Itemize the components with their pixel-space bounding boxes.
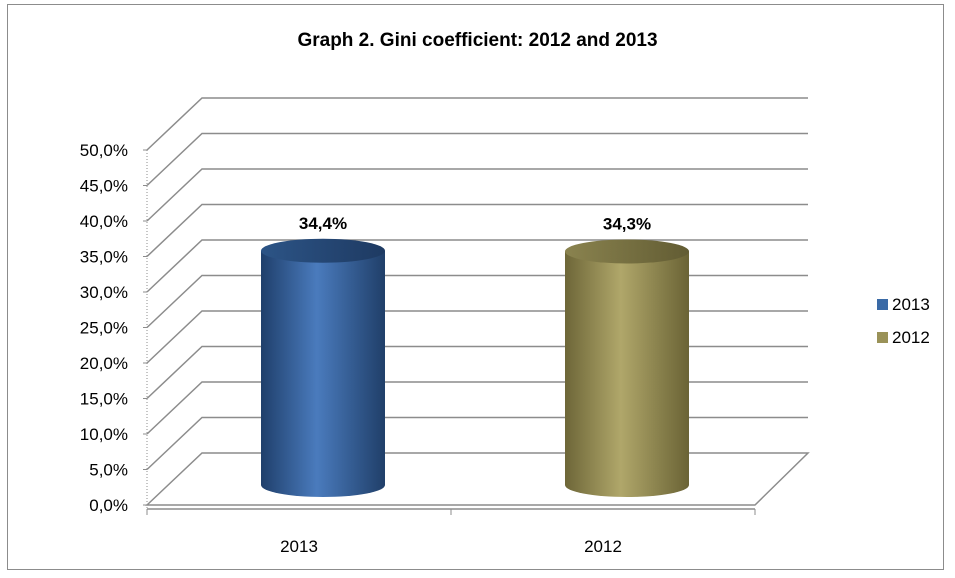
gridline	[146, 345, 808, 400]
bar-2012	[565, 239, 689, 497]
y-tick-label: 45,0%	[80, 177, 128, 196]
y-tick-label: 20,0%	[80, 354, 128, 373]
y-tick-label: 35,0%	[80, 248, 128, 267]
floor	[145, 452, 810, 506]
bar-top	[565, 239, 689, 264]
gridline	[146, 381, 808, 435]
y-tick-label: 50,0%	[80, 141, 128, 160]
gridline	[146, 239, 808, 293]
legend-swatch	[877, 299, 888, 310]
axes	[143, 149, 810, 515]
gridline	[146, 168, 808, 222]
x-tick-label: 2013	[280, 537, 318, 556]
y-tick-label: 5,0%	[89, 461, 128, 480]
bar-2013	[261, 238, 385, 497]
data-label-2012: 34,3%	[603, 214, 651, 233]
legend: 2013 2012	[877, 295, 930, 347]
gridline	[146, 132, 808, 187]
y-axis-ticks: 0,0% 5,0% 10,0% 15,0% 20,0% 25,0% 30,0% 35,0% 40…	[80, 141, 128, 515]
y-tick-label: 40,0%	[80, 212, 128, 231]
bar-body	[261, 250, 385, 497]
legend-item-2012: 2012	[877, 328, 930, 347]
y-tick-label: 0,0%	[89, 496, 128, 515]
legend-item-2013: 2013	[877, 295, 930, 314]
y-tick-label: 25,0%	[80, 319, 128, 338]
gridline	[146, 97, 808, 151]
bars	[261, 238, 689, 497]
y-tick-label: 10,0%	[80, 425, 128, 444]
data-label-2013: 34,4%	[299, 214, 347, 233]
x-axis-ticks: 2013 2012	[280, 537, 622, 556]
chart-title: Graph 2. Gini coefficient: 2012 and 2013	[297, 30, 658, 51]
bar-top	[261, 238, 385, 263]
legend-swatch	[877, 332, 888, 343]
legend-label: 2013	[892, 295, 930, 314]
bar-body	[565, 251, 689, 497]
gridline	[146, 416, 808, 471]
gridlines	[146, 97, 808, 471]
data-labels: 34,4% 34,3%	[299, 214, 651, 234]
legend-label: 2012	[892, 328, 930, 347]
x-tick-label: 2012	[584, 537, 622, 556]
gridline	[146, 274, 808, 329]
gridline	[146, 310, 808, 364]
y-tick-label: 15,0%	[80, 390, 128, 409]
gridline	[146, 203, 808, 258]
y-tick-label: 30,0%	[80, 283, 128, 302]
